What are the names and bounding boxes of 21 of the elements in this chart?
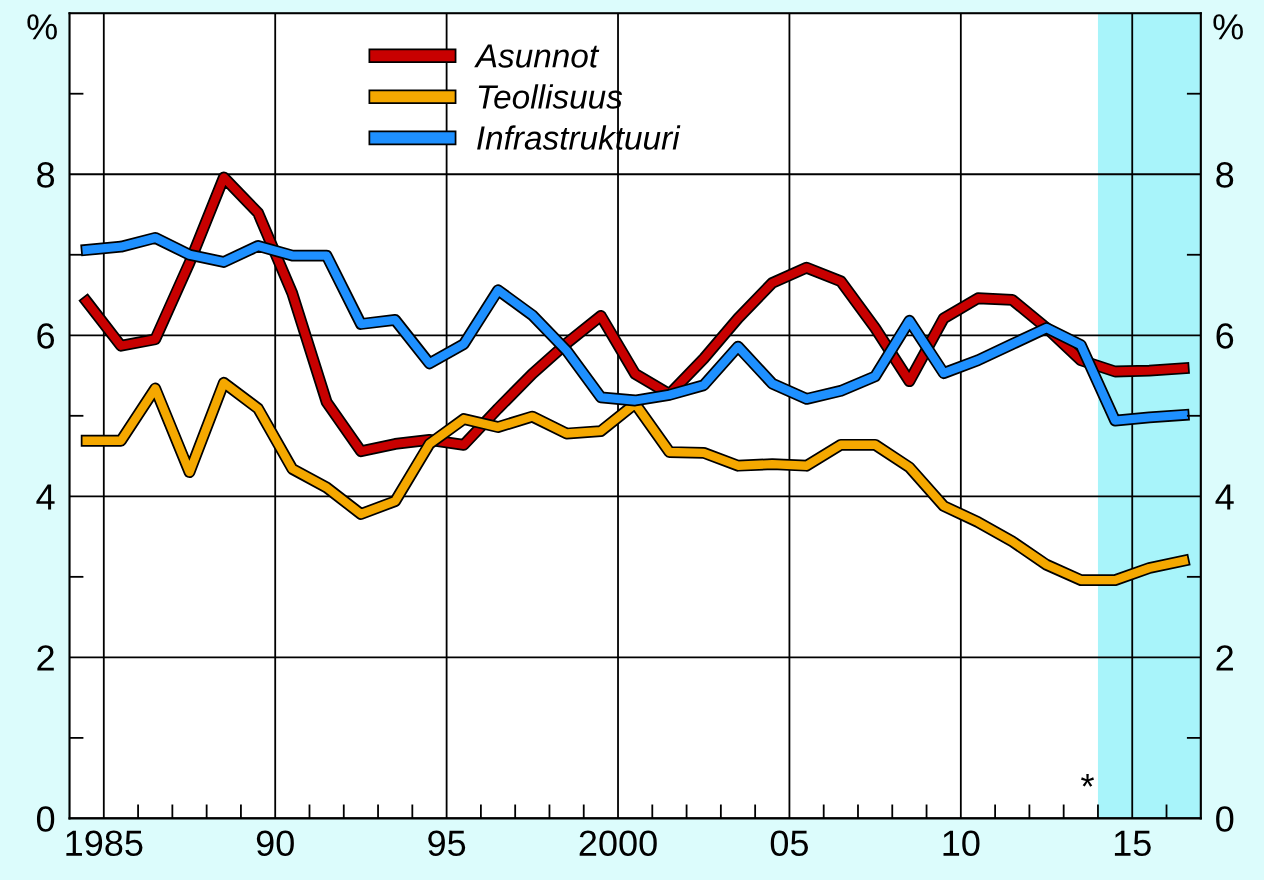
y-tick-label: 2 — [37, 645, 54, 671]
y-tick-label: 4 — [36, 484, 55, 510]
y2-tick-label: 8 — [1216, 162, 1234, 188]
y2-tick-label: 6 — [1216, 323, 1234, 349]
x-tick-label: 15 — [1114, 830, 1151, 857]
legend-label: Asunnot — [474, 44, 600, 68]
x-tick-label: 95 — [428, 830, 466, 857]
y2-tick-label: 2 — [1216, 645, 1233, 671]
y-tick-label: 8 — [37, 162, 55, 188]
y2-tick-label: 0 — [1216, 806, 1234, 832]
y2-axis-title: % — [1213, 14, 1243, 40]
y-tick-label: 6 — [37, 323, 55, 349]
y2-tick-label: 4 — [1215, 484, 1234, 510]
x-tick-label: 90 — [256, 830, 294, 857]
y-tick-label: 0 — [36, 806, 55, 832]
x-tick-label: 2000 — [579, 830, 657, 857]
x-tick-label: 1985 — [66, 830, 143, 857]
y-axis-title: % — [27, 14, 57, 40]
x-tick-label: 05 — [770, 830, 808, 857]
band-label: * — [1081, 773, 1094, 787]
x-tick-label: 10 — [943, 830, 980, 857]
